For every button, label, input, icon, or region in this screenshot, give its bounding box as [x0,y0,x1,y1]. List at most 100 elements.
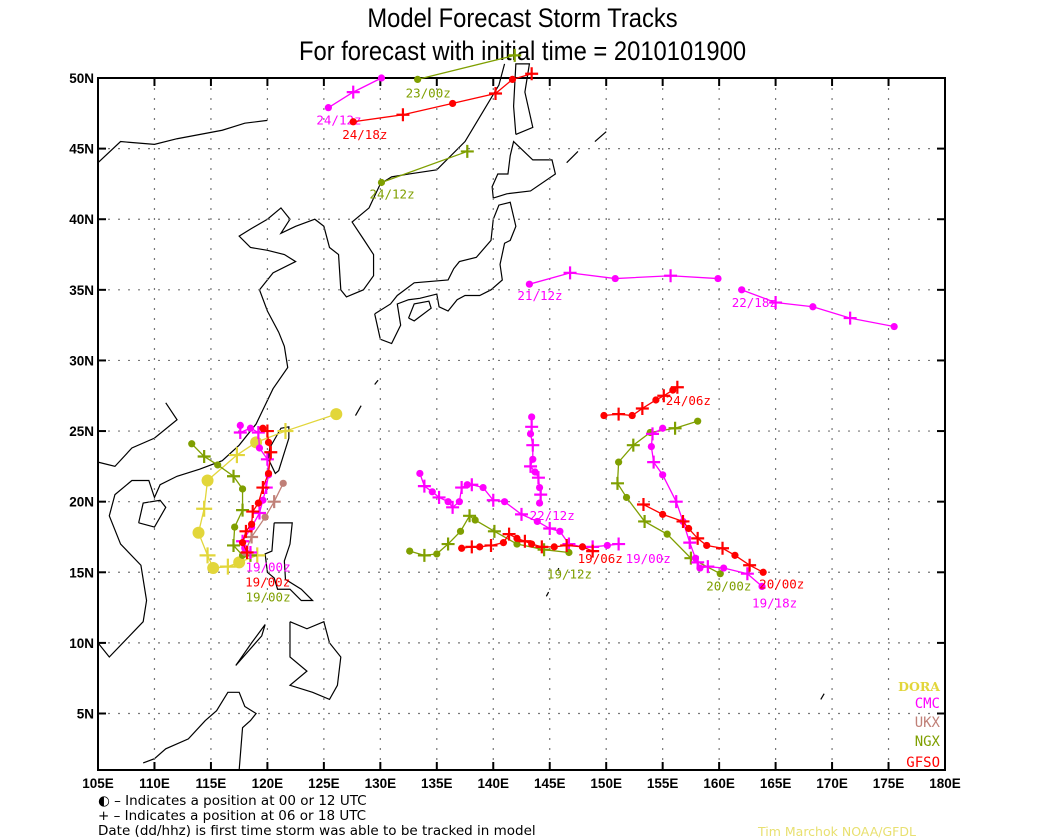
position-plus-marker [635,401,649,415]
position-plus-marker [534,488,548,502]
position-dot-marker [231,523,239,531]
position-plus-marker [264,445,278,459]
position-dot-marker [428,488,436,496]
legend-item-cmc: CMC [915,696,940,712]
position-plus-marker [610,476,624,490]
track-start-label: 19/00z [626,551,671,566]
coastline [408,300,432,322]
footer-date-note: Date (dd/hhz) is first time storm was ab… [98,823,536,839]
position-dot-marker [659,510,667,518]
x-tick-label: 105E [82,776,114,791]
track-start-label: 21/12z [517,288,562,303]
position-dot-marker [550,543,558,551]
position-plus-marker [646,427,660,441]
x-tick-label: 155E [647,776,679,791]
position-plus-marker [260,452,274,466]
track-start-label: 22/18z [732,295,777,310]
coastline [97,119,268,164]
position-dot-marker [528,413,536,421]
position-dot-marker [578,543,587,551]
position-dot-marker [188,440,196,448]
position-plus-marker [346,85,360,99]
position-plus-marker [240,546,254,560]
position-dot-marker [508,75,517,84]
plot-frame [97,77,946,771]
legend: DORA CMC UKX NGX GFSO [898,679,940,771]
position-plus-marker [432,490,446,504]
position-plus-marker [716,541,730,555]
coastline [235,624,266,666]
position-dot-marker [254,499,262,507]
track-ukx [241,479,287,557]
track-cmc: 24/12z [316,74,386,128]
position-plus-marker [691,531,705,545]
position-dot-marker [238,485,247,493]
position-plus-marker [612,407,626,421]
position-dot-marker [809,303,817,311]
track-ngx: 20/00z [610,417,751,594]
position-dot-marker [458,544,466,552]
track-ngx: 24/12z [369,144,474,202]
position-plus-marker [502,527,516,541]
position-dot-marker [377,74,386,82]
x-tick-label: 115E [196,776,227,791]
x-tick-label: 140E [478,776,510,791]
position-dot-marker [759,568,767,576]
coastline [557,567,560,572]
legend-item-ngx: NGX [915,734,941,750]
y-tick-label: 10N [69,636,94,651]
position-dot-marker [324,104,332,112]
legend-item-ukx: UKX [915,715,941,731]
position-plus-marker [683,536,697,550]
track-start-label: 23/00z [406,85,451,100]
y-tick-label: 25N [69,424,94,439]
position-dot-marker [214,461,222,469]
position-dot-marker [233,556,246,569]
track-gfso: 20/00z [636,497,804,591]
position-plus-marker [657,389,671,403]
position-dot-marker [720,564,728,572]
position-dot-marker [449,99,457,108]
track-start-label: 19/00z [245,575,290,590]
position-dot-marker [535,499,544,507]
position-plus-marker [251,425,265,439]
x-tick-label: 130E [365,776,397,791]
coastline [374,379,379,385]
position-plus-marker [515,507,528,521]
position-dot-marker [247,520,256,528]
position-plus-marker [233,425,247,439]
position-dot-marker [471,516,479,524]
position-dot-marker [264,438,273,446]
coastline [566,151,579,164]
axis-ticks: 105E 110E 115E 120E 125E 130E 135E 140E 145E 150E… [69,71,961,791]
coastline [491,140,557,199]
position-dot-marker [444,498,452,506]
position-plus-marker [676,514,690,528]
track-start-label: 20/00z [706,579,751,594]
track-gfso: 19/00z [238,424,290,590]
track-start-label: 19/00z [245,560,290,575]
y-tick-label: 15N [69,565,94,580]
coastline [138,499,167,528]
position-dot-marker [663,530,671,538]
x-tick-label: 170E [816,776,848,791]
position-plus-marker [670,380,684,394]
position-plus-marker [196,500,213,517]
position-dot-marker [528,540,536,548]
position-dot-marker [691,554,700,562]
position-plus-marker [535,540,549,554]
coastline [820,693,825,700]
position-plus-marker [562,537,576,551]
position-dot-marker [622,493,631,502]
track-start-label: 19/00z [245,589,290,604]
position-plus-marker [586,544,600,558]
position-plus-marker [446,500,460,514]
chart-subtitle: For forecast with initial time = 2010101… [298,36,747,66]
legend-item-dora: DORA [898,679,940,694]
position-plus-marker [508,48,522,62]
position-dot-marker [531,468,539,476]
position-dot-marker [433,550,441,558]
track-start-label: 24/12z [369,187,414,202]
track-line [417,54,515,81]
